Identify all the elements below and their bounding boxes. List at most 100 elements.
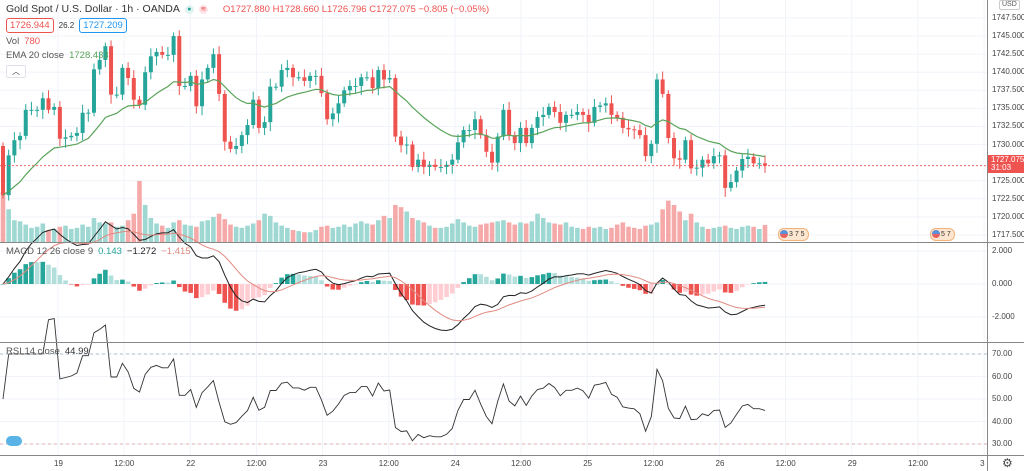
macd-hist-bar bbox=[404, 284, 410, 301]
macd-hist-bar bbox=[80, 284, 85, 286]
tradingview-logo-icon[interactable] bbox=[6, 436, 22, 446]
macd-hist-bar bbox=[614, 283, 620, 284]
macd-hist-bar bbox=[495, 278, 501, 284]
collapse-legend-button[interactable]: ︿ bbox=[6, 65, 26, 78]
volume-bar bbox=[626, 226, 631, 242]
candle-up bbox=[279, 70, 284, 87]
buy-button[interactable]: 1727.209 bbox=[79, 18, 127, 33]
rsi-legend[interactable]: RSI 14 close 44.99 bbox=[6, 346, 89, 357]
macd-hist-bar bbox=[358, 282, 364, 284]
macd-hist-bar bbox=[512, 276, 518, 284]
volume-bar bbox=[12, 220, 17, 242]
macd-hist-bar bbox=[580, 278, 586, 284]
settings-gear-icon[interactable]: ⚙ bbox=[1002, 456, 1013, 470]
volume-bar bbox=[671, 204, 677, 242]
volume-bar bbox=[273, 222, 279, 242]
candle-up bbox=[740, 158, 745, 171]
volume-bar bbox=[46, 230, 51, 242]
candle-up bbox=[444, 164, 449, 167]
candle-up bbox=[359, 77, 364, 86]
currency-label[interactable]: USD bbox=[999, 0, 1020, 10]
macd-hist-bar bbox=[103, 269, 108, 284]
macd-hist-bar bbox=[222, 284, 228, 303]
candle-down bbox=[706, 159, 711, 164]
candle-up bbox=[472, 119, 477, 131]
macd-hist-bar bbox=[432, 284, 438, 303]
macd-hist-bar bbox=[563, 276, 569, 284]
candle-up bbox=[336, 103, 341, 114]
symbol-legend[interactable]: Gold Spot / U.S. Dollar · 1h · OANDA ● ≋… bbox=[6, 3, 489, 15]
macd-hist-bar bbox=[290, 273, 296, 284]
candle-up bbox=[603, 103, 608, 106]
volume-bar bbox=[432, 227, 438, 242]
volume-bar bbox=[296, 231, 302, 242]
candle-up bbox=[364, 77, 369, 79]
market-open-icon: ● bbox=[184, 4, 194, 14]
macd-hist-bar bbox=[6, 278, 11, 284]
macd-hist-bar bbox=[216, 284, 222, 294]
macd-hist-bar bbox=[518, 275, 523, 284]
volume-bar bbox=[347, 226, 353, 242]
volume-bar bbox=[353, 223, 358, 242]
volume-bar bbox=[580, 228, 586, 242]
volume-bar bbox=[398, 207, 404, 242]
volume-bar bbox=[108, 222, 114, 242]
candle-up bbox=[91, 69, 96, 113]
economic-event-badge[interactable]: 3 7 5 bbox=[778, 228, 809, 241]
volume-bar bbox=[438, 227, 444, 242]
candle-up bbox=[268, 86, 273, 123]
candle-down bbox=[57, 106, 62, 139]
time-tick: 25 bbox=[583, 459, 593, 468]
macd-hist-bar bbox=[711, 284, 717, 292]
macd-hist-bar bbox=[535, 275, 540, 284]
volume-bar bbox=[370, 224, 375, 242]
volume-bar bbox=[722, 225, 728, 242]
candle-up bbox=[143, 72, 148, 105]
volume-bar bbox=[131, 213, 137, 242]
volume-bar bbox=[609, 227, 614, 242]
macd-legend[interactable]: MACD 12 26 close 9 0.143 −1.272 −1.415 bbox=[6, 246, 191, 257]
candle-up bbox=[80, 112, 85, 133]
macd-hist-value: 0.143 bbox=[98, 246, 122, 257]
time-tick: 12:00 bbox=[246, 459, 267, 468]
price-tick: 1747.500 bbox=[992, 13, 1024, 22]
candle-up bbox=[376, 70, 381, 89]
candle-up bbox=[575, 111, 580, 115]
volume-bar bbox=[762, 225, 768, 242]
volume-bar bbox=[734, 228, 739, 242]
rsi-tick: 50.00 bbox=[992, 394, 1013, 403]
macd-hist-bar bbox=[296, 274, 302, 284]
candle-down bbox=[490, 151, 495, 163]
candle-up bbox=[74, 132, 79, 136]
volume-bar bbox=[529, 221, 535, 242]
sell-button[interactable]: 1726.944 bbox=[6, 18, 54, 33]
candle-up bbox=[182, 85, 187, 87]
macd-hist-bar bbox=[540, 274, 546, 284]
macd-hist-bar bbox=[347, 284, 353, 286]
ema-legend[interactable]: EMA 20 close 1728.433 bbox=[6, 50, 109, 61]
macd-hist-bar bbox=[285, 274, 290, 284]
volume-bar bbox=[137, 181, 142, 242]
volume-legend[interactable]: Vol 780 bbox=[6, 36, 41, 47]
macd-hist-bar bbox=[324, 284, 330, 287]
volume-bar bbox=[654, 222, 660, 242]
candle-down bbox=[626, 127, 631, 130]
volume-bar bbox=[660, 209, 665, 242]
volume-bar bbox=[575, 227, 580, 242]
candle-up bbox=[467, 130, 472, 132]
volume-bar bbox=[603, 228, 609, 242]
macd-hist-bar bbox=[694, 284, 700, 296]
macd-hist-bar bbox=[501, 273, 506, 284]
volume-bar bbox=[557, 224, 563, 242]
candle-up bbox=[29, 109, 34, 111]
candle-up bbox=[148, 56, 153, 73]
candle-up bbox=[455, 142, 460, 160]
candle-down bbox=[484, 135, 489, 152]
macd-hist-bar bbox=[455, 284, 461, 288]
macd-signal-line bbox=[2, 230, 766, 322]
volume-bar bbox=[518, 222, 523, 242]
volume-bar bbox=[267, 215, 273, 242]
macd-tick: -2.000 bbox=[992, 312, 1015, 321]
economic-event-badge[interactable]: 5 7 bbox=[930, 228, 955, 241]
